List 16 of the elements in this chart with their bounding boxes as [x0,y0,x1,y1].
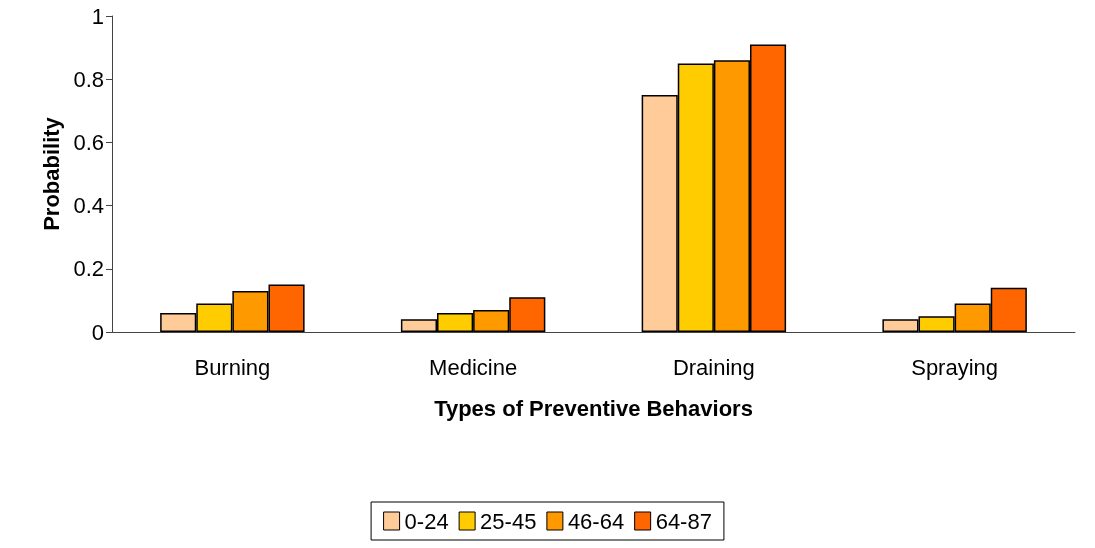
y-tick-label: 0.4 [73,193,104,219]
x-tick-label: Spraying [911,354,999,380]
x-tick-label: Draining [672,354,755,380]
y-axis-title: Probability [38,116,64,231]
y-tick-label: 0.2 [73,256,104,282]
legend-label: 64-87 [655,508,712,534]
x-tick-label: Burning [194,354,271,380]
y-tick-label: 0.8 [73,66,104,92]
x-axis-title: Types of Preventive Behaviors [434,395,753,421]
legend-label: 0-24 [404,508,449,534]
y-tick-label: 0 [91,319,104,345]
y-tick-label: 1 [91,3,104,29]
legend-label: 46-64 [567,508,625,534]
x-tick-label: Medicine [429,354,518,380]
y-tick-label: 0.6 [73,129,104,155]
legend-label: 25-45 [480,508,537,534]
